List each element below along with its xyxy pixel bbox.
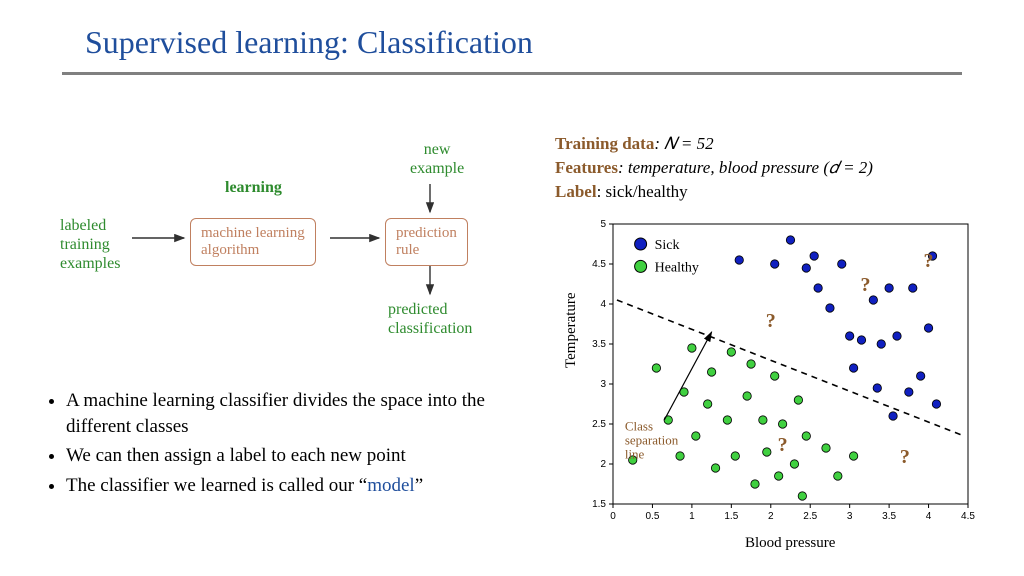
svg-text:?: ? [778,434,788,456]
svg-text:0: 0 [610,511,616,522]
svg-text:separation: separation [625,432,679,447]
training-data-value: : 𝑁 = 52 [654,134,713,153]
svg-text:3: 3 [847,511,853,522]
svg-text:2.5: 2.5 [592,419,606,430]
svg-text:Class: Class [625,418,653,433]
page-title: Supervised learning: Classification [85,24,533,61]
svg-text:line: line [625,446,645,461]
bullet-item: We can then assign a label to each new p… [66,443,518,469]
svg-text:3: 3 [600,379,606,390]
bullet-list: A machine learning classifier divides th… [48,388,518,503]
svg-text:?: ? [900,446,910,468]
svg-text:4: 4 [926,511,932,522]
svg-text:2: 2 [600,459,606,470]
right-description: Training data: 𝑁 = 52 Features: temperat… [555,132,995,203]
svg-text:2: 2 [768,511,774,522]
y-axis-label: Temperature [563,292,580,368]
svg-text:4: 4 [600,299,606,310]
svg-text:5: 5 [600,219,606,230]
svg-text:2.5: 2.5 [803,511,817,522]
svg-text:1.5: 1.5 [724,511,738,522]
label-line: Label: sick/healthy [555,180,995,204]
scatter-svg: 0 0.5 1 1.5 2 2.5 3 3.5 4 4.5 1.5 2 2.5 3 3.5 4 4.5 5????… [575,218,985,548]
svg-text:?: ? [860,274,870,296]
svg-text:Sick: Sick [655,238,680,253]
svg-text:Healthy: Healthy [655,260,699,275]
training-data-label: Training data [555,134,654,153]
bullet-item: A machine learning classifier divides th… [66,388,518,439]
svg-text:1.5: 1.5 [592,499,606,510]
svg-text:1: 1 [689,511,695,522]
features-value: : temperature, blood pressure (𝑑 = 2) [618,158,873,177]
scatter-plot: 0 0.5 1 1.5 2 2.5 3 3.5 4 4.5 1.5 2 2.5 3 3.5 4 4.5 5????… [575,218,985,548]
svg-text:4.5: 4.5 [961,511,975,522]
model-word: model [367,475,415,496]
svg-text:?: ? [766,310,776,332]
bullet-item: The classifier we learned is called our … [66,473,518,499]
label-label: Label [555,182,597,201]
x-axis-label: Blood pressure [745,535,835,552]
svg-text:3.5: 3.5 [882,511,896,522]
title-underline [62,72,962,75]
svg-text:?: ? [924,250,934,272]
label-value: : sick/healthy [597,182,688,201]
svg-text:0.5: 0.5 [645,511,659,522]
flowchart-arrows [60,140,520,340]
flowchart: labeled training examples learning machi… [60,140,520,340]
features-label: Features [555,158,618,177]
svg-text:4.5: 4.5 [592,259,606,270]
features-line: Features: temperature, blood pressure (𝑑… [555,156,995,180]
svg-text:3.5: 3.5 [592,339,606,350]
training-data-line: Training data: 𝑁 = 52 [555,132,995,156]
